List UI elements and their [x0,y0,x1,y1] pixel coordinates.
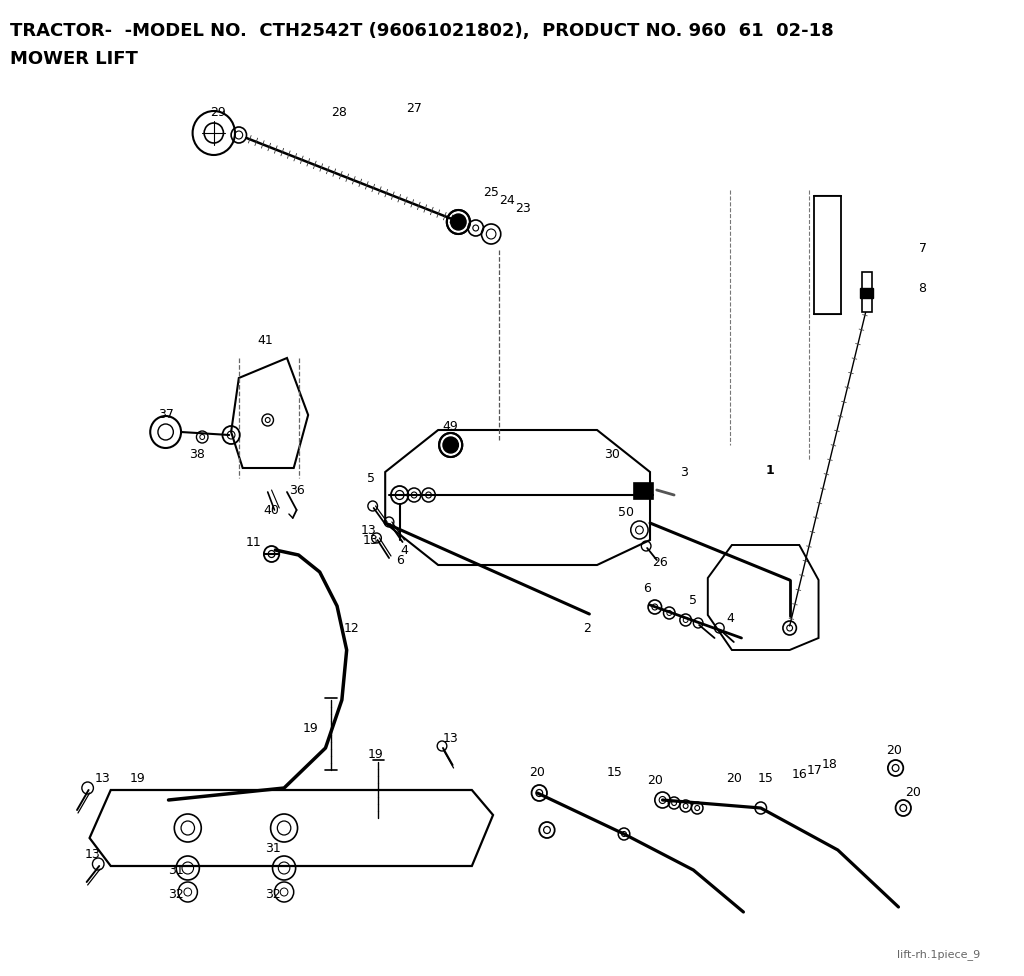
Text: 50: 50 [617,506,634,518]
Text: 36: 36 [289,483,304,497]
Text: 38: 38 [189,449,206,462]
Text: 3: 3 [680,466,688,478]
Circle shape [451,214,466,230]
Text: 6: 6 [395,553,403,566]
Text: 17: 17 [807,763,822,777]
Text: 11: 11 [246,537,261,549]
Text: 26: 26 [651,555,668,568]
Text: 32: 32 [264,888,281,902]
Text: 13: 13 [360,523,377,537]
Text: 15: 15 [606,766,623,780]
Text: 32: 32 [168,888,184,902]
Bar [814,196,841,314]
Text: 28: 28 [331,106,347,119]
Circle shape [443,437,459,453]
Text: 6: 6 [643,582,651,594]
Text: 2: 2 [584,622,592,634]
Text: 49: 49 [442,421,459,433]
Text: 30: 30 [604,448,621,461]
Text: 4: 4 [400,544,409,556]
Bar [860,288,873,298]
Text: 20: 20 [905,787,921,799]
Text: 7: 7 [919,241,927,255]
Bar [862,272,871,312]
Text: 31: 31 [168,864,184,876]
Text: 20: 20 [886,744,901,756]
Text: 29: 29 [210,106,225,119]
Text: 8: 8 [919,281,927,295]
Text: 19: 19 [130,771,145,785]
Text: 19: 19 [303,721,318,735]
Bar [634,483,653,499]
Text: 13: 13 [362,534,379,547]
Text: 23: 23 [515,201,530,215]
Text: 15: 15 [758,771,773,785]
Text: 18: 18 [822,757,838,770]
Text: 20: 20 [726,771,741,785]
Text: 27: 27 [407,102,422,114]
Text: 5: 5 [367,472,375,485]
Text: 31: 31 [264,841,281,855]
Text: 25: 25 [483,186,499,199]
Text: 1: 1 [766,464,775,476]
Text: TRACTOR-  -MODEL NO.  CTH2542T (96061021802),  PRODUCT NO. 960  61  02-18: TRACTOR- -MODEL NO. CTH2542T (9606102180… [9,22,834,40]
Text: MOWER LIFT: MOWER LIFT [9,50,137,68]
Text: lift-rh.1piece_9: lift-rh.1piece_9 [897,949,980,960]
Text: 13: 13 [85,848,100,862]
Text: 20: 20 [647,774,663,787]
Text: 40: 40 [263,504,280,516]
Text: 12: 12 [344,622,359,634]
Text: 19: 19 [368,749,383,761]
Text: 13: 13 [95,771,111,785]
Text: 13: 13 [442,731,459,745]
Text: 5: 5 [689,593,697,606]
Text: 16: 16 [792,767,807,781]
Text: 20: 20 [529,766,546,780]
Text: 37: 37 [158,408,174,421]
Text: 4: 4 [726,612,734,625]
Text: 24: 24 [499,193,514,207]
Text: 41: 41 [257,334,272,346]
